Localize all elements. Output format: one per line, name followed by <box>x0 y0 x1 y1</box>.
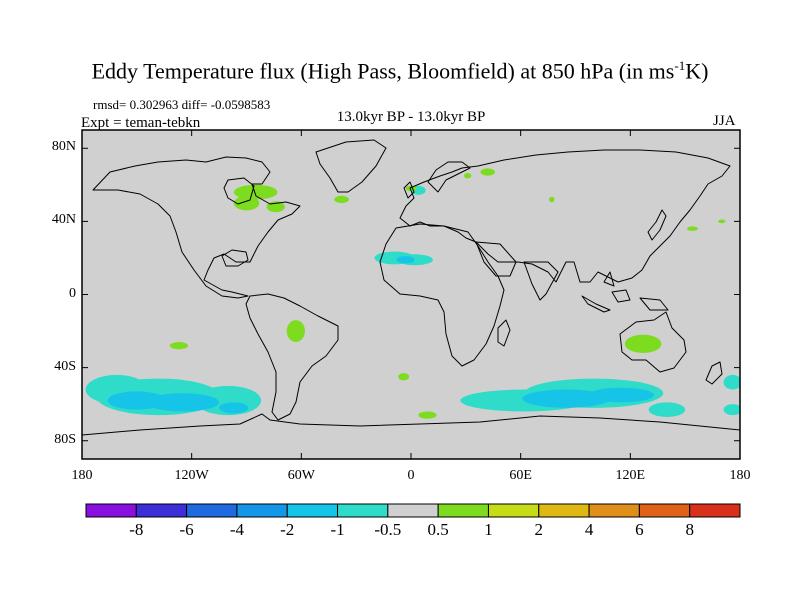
coast-scandinavia <box>427 161 471 193</box>
y-tick-label: 40N <box>51 212 76 228</box>
colorbar-label: 2 <box>534 520 544 539</box>
colorbar-swatch <box>236 503 288 518</box>
anomaly-patch <box>334 195 349 204</box>
colorbar-label: -0.5 <box>374 520 402 539</box>
colorbar-label: 0.5 <box>427 520 449 539</box>
coast-africa <box>379 223 505 367</box>
x-tick-label: 120E <box>615 468 646 483</box>
season-label: JJA <box>713 113 736 129</box>
colorbar-label: 4 <box>584 520 594 539</box>
coast-hudson-bay <box>223 177 255 205</box>
anomaly-patch <box>718 219 726 224</box>
colorbar-swatch <box>387 503 439 518</box>
anomaly-patch <box>686 226 698 231</box>
coast-new-zealand <box>705 361 723 385</box>
colorbar-label: 1 <box>484 520 493 539</box>
anomaly-patch <box>624 334 662 353</box>
coast-india <box>523 261 559 301</box>
x-tick-label: 180 <box>729 468 751 483</box>
anomaly-patch <box>480 168 496 176</box>
colorbar <box>85 503 741 518</box>
axis-ticks <box>81 130 741 459</box>
colorbar-swatch <box>286 503 339 518</box>
colorbar-swatch <box>85 503 137 518</box>
colorbar-swatch <box>487 503 540 518</box>
colorbar-label: 8 <box>685 520 694 539</box>
coast-greenland <box>315 139 387 193</box>
y-tick-label: 80S <box>54 431 76 447</box>
anomaly-patch <box>464 172 472 179</box>
colorbar-swatch <box>588 503 640 518</box>
y-tick-label: 80N <box>51 139 76 155</box>
y-tick-label: 40S <box>54 358 76 374</box>
coast-gulf-mexico <box>221 249 249 267</box>
coast-australia <box>619 311 687 373</box>
anomaly-patch <box>169 342 189 350</box>
experiment-label: Expt = teman-tebkn <box>81 115 201 131</box>
x-tick-label: 60W <box>287 468 315 483</box>
coast-uk <box>403 181 415 199</box>
coast-antarctica <box>82 413 740 436</box>
coast-eurasia <box>399 149 731 283</box>
coast-indonesia <box>581 271 669 313</box>
plot-title: Eddy Temperature flux (High Pass, Bloomf… <box>91 58 709 84</box>
anomaly-patch <box>145 393 220 412</box>
x-tick-label: 120W <box>174 468 209 483</box>
colorbar-swatch <box>689 503 741 518</box>
colorbar-label: -1 <box>330 520 345 539</box>
x-tick-label: 180 <box>71 468 93 483</box>
colorbar-label: -4 <box>229 520 245 539</box>
colorbar-swatch <box>437 503 489 518</box>
colorbar-swatch <box>538 503 590 518</box>
anomaly-patch <box>286 320 305 343</box>
coast-south-america <box>245 293 339 421</box>
coast-madagascar <box>497 319 511 347</box>
x-tick-label: 0 <box>407 468 415 483</box>
anomaly-patch <box>396 256 415 264</box>
coast-arabia <box>475 241 517 277</box>
anomaly-patch <box>522 389 611 408</box>
rmsd-diff-stats: rmsd= 0.302963 diff= -0.0598583 <box>93 97 271 112</box>
coastlines <box>82 139 740 436</box>
colorbar-label: -8 <box>129 520 144 539</box>
anomaly-patch <box>233 184 278 200</box>
colorbar-swatch <box>186 503 238 518</box>
anomaly-patch <box>548 196 555 203</box>
colorbar-swatch <box>135 503 188 518</box>
colorbar-label: -6 <box>179 520 194 539</box>
coast-japan <box>647 209 667 241</box>
anomaly-patch <box>723 404 740 416</box>
anomaly-layer <box>85 168 740 419</box>
anomaly-patch <box>398 373 410 381</box>
x-tick-label: 60E <box>509 468 532 483</box>
colorbar-swatch <box>337 503 389 518</box>
y-tick-label: 0 <box>69 285 76 301</box>
period-label: 13.0kyr BP - 13.0kyr BP <box>336 109 486 125</box>
coast-north-america <box>92 156 301 299</box>
anomaly-patch <box>723 374 740 390</box>
colorbar-label: 6 <box>635 520 644 539</box>
anomaly-patch <box>219 402 249 414</box>
anomaly-patch <box>405 185 417 192</box>
anomaly-patch <box>418 411 437 419</box>
colorbar-label: -2 <box>280 520 295 539</box>
anomaly-patch <box>233 195 260 211</box>
colorbar-swatch <box>638 503 691 518</box>
anomaly-patch <box>648 402 686 417</box>
anomaly-patch <box>588 387 655 403</box>
